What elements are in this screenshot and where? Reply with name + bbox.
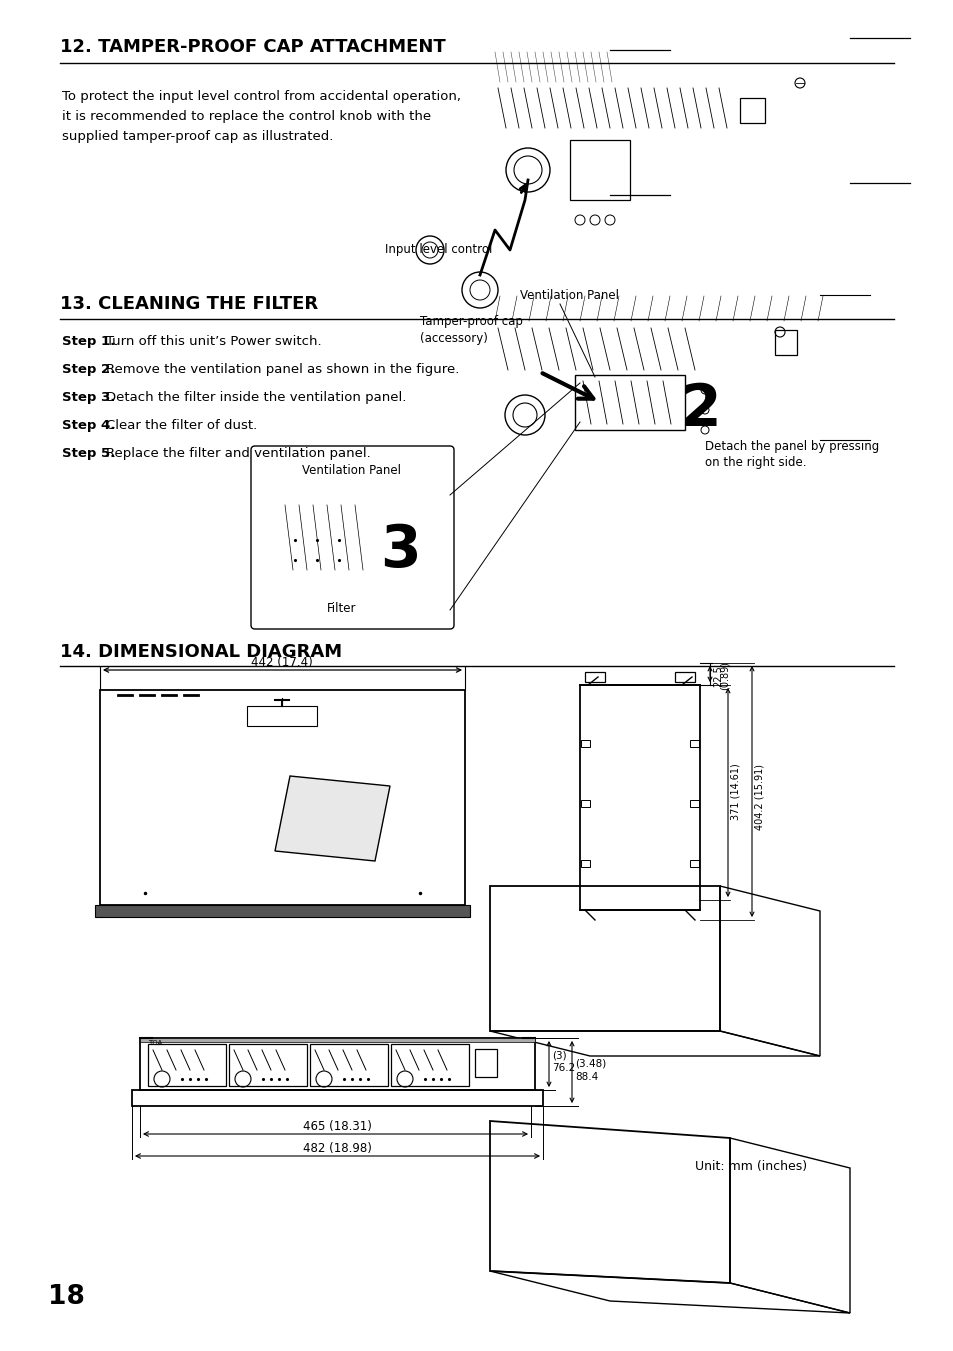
Text: 12. TAMPER-PROOF CAP ATTACHMENT: 12. TAMPER-PROOF CAP ATTACHMENT xyxy=(60,38,445,55)
Text: it is recommended to replace the control knob with the: it is recommended to replace the control… xyxy=(62,109,431,123)
Text: To protect the input level control from accidental operation,: To protect the input level control from … xyxy=(62,91,460,103)
Text: 404.2 (15.91): 404.2 (15.91) xyxy=(754,765,764,830)
Text: (0.89): (0.89) xyxy=(720,662,729,690)
Text: Step 5.: Step 5. xyxy=(62,447,115,459)
Bar xyxy=(584,671,604,682)
Bar xyxy=(140,1038,535,1090)
Text: (3): (3) xyxy=(552,1051,566,1061)
FancyBboxPatch shape xyxy=(251,446,454,630)
Text: Step 4.: Step 4. xyxy=(62,419,115,432)
Text: Clear the filter of dust.: Clear the filter of dust. xyxy=(106,419,257,432)
Bar xyxy=(95,905,470,917)
Text: Ventilation Panel: Ventilation Panel xyxy=(302,463,401,477)
Text: 465 (18.31): 465 (18.31) xyxy=(302,1120,371,1133)
Bar xyxy=(689,861,699,867)
Text: supplied tamper-proof cap as illustrated.: supplied tamper-proof cap as illustrated… xyxy=(62,130,333,143)
Text: Step 1.: Step 1. xyxy=(62,335,115,349)
Bar xyxy=(310,1044,388,1086)
Text: Turn off this unit’s Power switch.: Turn off this unit’s Power switch. xyxy=(106,335,321,349)
Text: 18: 18 xyxy=(48,1283,85,1310)
Text: Unit: mm (inches): Unit: mm (inches) xyxy=(695,1161,806,1173)
Text: Ventilation Panel: Ventilation Panel xyxy=(520,289,618,303)
Bar xyxy=(100,690,464,905)
Text: Input level control: Input level control xyxy=(385,243,492,257)
Bar xyxy=(580,740,589,747)
Text: Detach the panel by pressing: Detach the panel by pressing xyxy=(704,440,879,453)
Text: 371 (14.61): 371 (14.61) xyxy=(730,763,740,820)
Bar xyxy=(229,1044,307,1086)
Text: 442 (17.4): 442 (17.4) xyxy=(251,657,313,669)
Text: (3.48): (3.48) xyxy=(575,1059,605,1069)
Bar xyxy=(774,330,796,355)
Text: 3: 3 xyxy=(379,521,420,578)
Bar xyxy=(132,1090,542,1106)
Bar xyxy=(689,740,699,747)
Text: Tamper-proof cap: Tamper-proof cap xyxy=(419,315,522,328)
Text: Detach the filter inside the ventilation panel.: Detach the filter inside the ventilation… xyxy=(106,390,406,404)
Bar xyxy=(148,1044,226,1086)
Text: Step 2.: Step 2. xyxy=(62,363,115,376)
Text: (accessory): (accessory) xyxy=(419,332,487,345)
Text: 88.4: 88.4 xyxy=(575,1071,598,1082)
Text: TOA: TOA xyxy=(148,1040,162,1046)
Text: Remove the ventilation panel as shown in the figure.: Remove the ventilation panel as shown in… xyxy=(106,363,459,376)
Bar xyxy=(575,376,684,430)
Text: on the right side.: on the right side. xyxy=(704,457,805,469)
Bar xyxy=(247,707,316,725)
Text: Filter: Filter xyxy=(327,603,356,615)
Bar xyxy=(579,685,700,911)
Bar xyxy=(740,99,764,123)
Bar xyxy=(675,671,695,682)
Text: 22.5: 22.5 xyxy=(712,665,722,686)
Bar xyxy=(580,800,589,807)
Bar xyxy=(689,800,699,807)
Polygon shape xyxy=(274,775,390,861)
Text: 13. CLEANING THE FILTER: 13. CLEANING THE FILTER xyxy=(60,295,317,313)
Text: 2: 2 xyxy=(679,381,720,439)
Text: Replace the filter and ventilation panel.: Replace the filter and ventilation panel… xyxy=(106,447,371,459)
Bar xyxy=(140,1038,535,1042)
Bar xyxy=(391,1044,469,1086)
Bar xyxy=(475,1048,497,1077)
Bar xyxy=(569,141,629,200)
Text: 482 (18.98): 482 (18.98) xyxy=(302,1142,371,1155)
Text: 14. DIMENSIONAL DIAGRAM: 14. DIMENSIONAL DIAGRAM xyxy=(60,643,342,661)
Bar xyxy=(580,861,589,867)
Text: Step 3.: Step 3. xyxy=(62,390,115,404)
Text: 76.2: 76.2 xyxy=(552,1063,575,1073)
